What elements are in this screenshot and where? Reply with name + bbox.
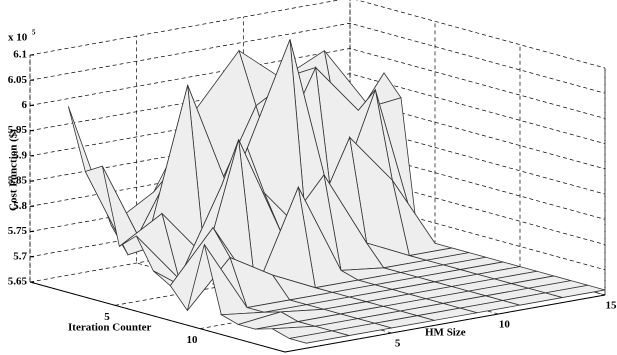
y-axis-label: HM Size [425,327,466,339]
z-tick-label: 5.9 [13,149,27,161]
grid-line [29,48,606,119]
x-axis-label: Iteration Counter [68,322,152,334]
z-exponent: 5 [32,29,36,37]
grid-line [29,22,606,94]
surface-patch [289,330,350,344]
axis-line [29,281,286,353]
z-tick-label: 5.85 [8,175,28,187]
grid-line [29,55,286,353]
z-tick-label: 5.65 [8,276,28,288]
y-tick-label: 10 [499,319,511,331]
y-tick-label: 15 [606,300,617,312]
z-axis-label: Cost Function ($) [8,129,20,211]
grid-line [136,36,392,334]
z-exponent-base: x 10 [8,32,28,44]
z-tick-label: 6.05 [8,74,28,86]
x-tick-label: 5 [104,311,110,323]
z-tick-label: 6 [22,99,28,111]
x-tick-label: 10 [187,334,199,346]
z-tick-label: 6.1 [13,49,27,61]
z-tick-label: 5.75 [8,225,28,237]
z-tick-label: 5.8 [13,200,27,212]
z-tick-label: 5.7 [13,250,27,262]
z-tick-label: 5.95 [8,124,28,136]
grid-line [349,0,606,296]
axis-line [284,294,606,353]
y-tick-label: 5 [395,338,401,350]
